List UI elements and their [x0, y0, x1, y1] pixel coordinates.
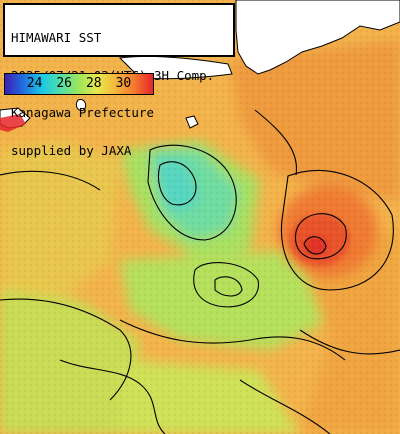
region-label: Kanagawa Prefecture [11, 105, 154, 120]
color-scale-bar: 24 26 28 30 [4, 73, 154, 95]
tick-label-26: 26 [56, 76, 73, 91]
product-title: HIMAWARI SST [11, 30, 102, 45]
tick-label-30: 30 [115, 76, 132, 91]
tick-label-28: 28 [85, 76, 102, 91]
info-box: HIMAWARI SST 2025/07/21 03(UTC) 3H Comp.… [3, 3, 235, 156]
credit-label: supplied by JAXA [11, 142, 132, 158]
isotherm-contours [0, 109, 400, 434]
tick-label-24: 24 [26, 76, 43, 91]
